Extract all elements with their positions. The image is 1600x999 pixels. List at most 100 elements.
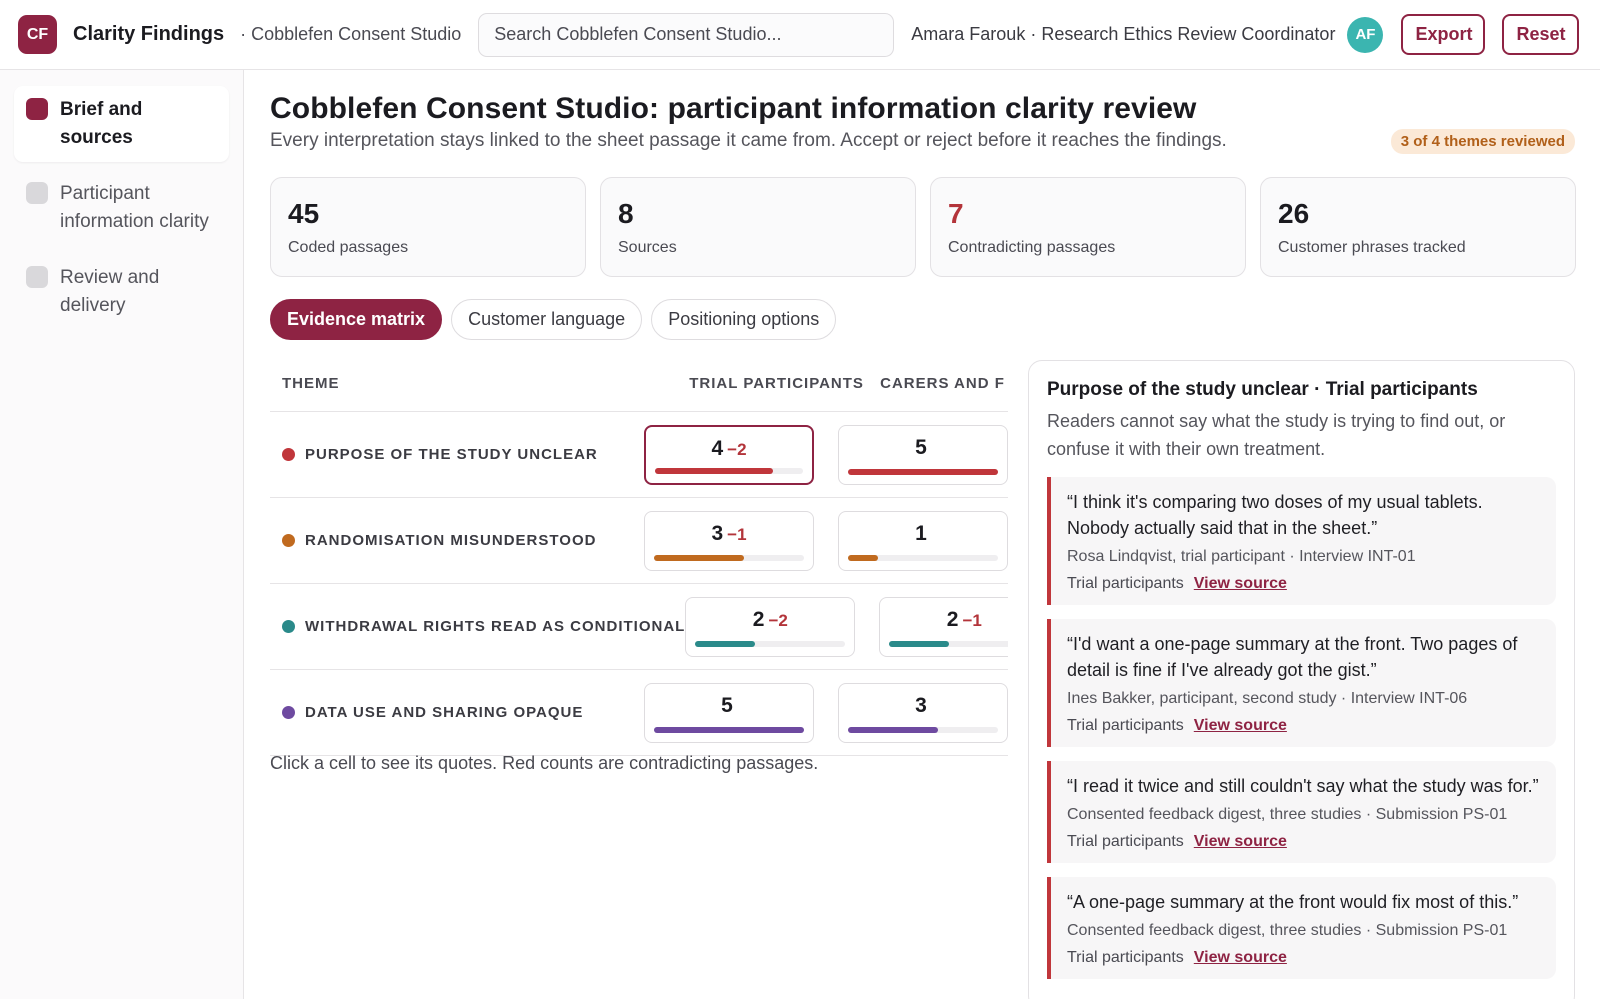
main-content: Cobblefen Consent Studio: participant in… [270, 70, 1576, 999]
top-bar: CF Clarity Findings · Cobblefen Consent … [0, 0, 1600, 70]
quote-source: Consented feedback digest, three studies… [1067, 806, 1508, 823]
matrix-cell[interactable]: 2 −2 [685, 596, 856, 657]
stat-label: Contradicting passages [948, 239, 1116, 256]
sidebar-item-label: Review and delivery [60, 267, 160, 316]
quote-segment: Trial participants [1067, 833, 1184, 850]
count-bar-fill [848, 726, 938, 733]
quote-footer: Trial participants View source [1067, 949, 1540, 967]
sidebar-item-brief-and-sources[interactable]: Brief and sources [14, 86, 229, 162]
quote-text: “I read it twice and still couldn't say … [1067, 776, 1539, 796]
matrix-header: THEME TRIAL PARTICIPANTS CARERS AND F [270, 356, 1008, 412]
count-bar-fill [655, 467, 774, 474]
page-description: Every interpretation stays linked to the… [270, 130, 1227, 151]
count-bar-fill [848, 554, 878, 561]
quote-card: “I'd want a one-page summary at the fron… [1047, 619, 1556, 747]
sidebar-item-label: Brief and sources [60, 99, 143, 148]
matrix-cell[interactable]: 2 −1 [879, 596, 1008, 657]
stat-value: 7 [948, 198, 964, 229]
tab-evidence-matrix[interactable]: Evidence matrix [270, 299, 443, 340]
quote-card: “I think it's comparing two doses of my … [1047, 477, 1556, 605]
contradicting-count: −2 [768, 610, 788, 630]
panel-description: Readers cannot say what the study is try… [1047, 411, 1506, 459]
matrix-cell[interactable]: 3 [838, 682, 1008, 743]
stat-card-coded-passages: 45 Coded passages [270, 177, 586, 277]
count-bar-fill [654, 554, 744, 561]
quote-text: “I think it's comparing two doses of my … [1067, 492, 1483, 538]
view-source-link[interactable]: View source [1193, 717, 1287, 734]
contradicting-count: −1 [727, 524, 747, 544]
cell-count: 2 [752, 607, 765, 631]
matrix-cell[interactable]: 5 [644, 682, 814, 743]
cell-count: 3 [711, 521, 724, 545]
export-button[interactable]: Export [1401, 14, 1486, 55]
tab-customer-language[interactable]: Customer language [451, 299, 643, 340]
column-header-carers: CARERS AND F [880, 375, 1005, 392]
count-bar-track [848, 468, 998, 475]
cell-count: 3 [915, 693, 927, 717]
count-bar-fill [654, 726, 804, 733]
count-bar-track [654, 726, 804, 733]
search-input[interactable] [494, 24, 879, 45]
sidebar-item-label: Participant information clarity [60, 183, 209, 232]
quote-footer: Trial participants View source [1067, 575, 1540, 593]
step-indicator-icon [26, 182, 48, 204]
theme-cell: DATA USE AND SHARING OPAQUE [270, 704, 644, 721]
view-source-link[interactable]: View source [1193, 833, 1287, 850]
matrix-cell[interactable]: 4 −2 [644, 424, 814, 485]
quote-text: “I'd want a one-page summary at the fron… [1067, 634, 1518, 680]
view-source-link[interactable]: View source [1193, 575, 1287, 592]
quote-text: “A one-page summary at the front would f… [1067, 892, 1519, 912]
quote-segment: Trial participants [1067, 575, 1184, 592]
theme-cell: WITHDRAWAL RIGHTS READ AS CONDITIONAL [270, 618, 685, 635]
matrix-cell[interactable]: 1 [838, 510, 1008, 571]
quote-footer: Trial participants View source [1067, 833, 1540, 851]
quote-segment: Trial participants [1067, 949, 1184, 966]
stat-value: 45 [288, 198, 320, 229]
count-bar-track [848, 554, 998, 561]
avatar[interactable]: AF [1347, 16, 1384, 53]
theme-color-dot [282, 620, 295, 633]
contradicting-count: −1 [962, 610, 982, 630]
sidebar-item-participant-information-clarity[interactable]: Participant information clarity [14, 170, 229, 246]
theme-color-dot [282, 448, 295, 461]
cell-count: 2 [946, 607, 959, 631]
column-header-trial-participants: TRIAL PARTICIPANTS [689, 375, 864, 392]
theme-color-dot [282, 534, 295, 547]
view-tabs: Evidence matrix Customer language Positi… [270, 299, 837, 340]
quote-card: “A one-page summary at the front would f… [1047, 877, 1556, 979]
status-badge: 3 of 4 themes reviewed [1390, 129, 1575, 154]
tab-positioning-options[interactable]: Positioning options [651, 299, 837, 340]
stat-label: Coded passages [288, 239, 409, 256]
cell-count: 4 [711, 436, 724, 460]
count-bar-track [695, 640, 846, 647]
panel-title: Purpose of the study unclear · Trial par… [1047, 379, 1478, 400]
theme-cell: PURPOSE OF THE STUDY UNCLEAR [270, 446, 644, 463]
stat-card-contradicting-passages: 7 Contradicting passages [930, 177, 1246, 277]
quote-card: “I read it twice and still couldn't say … [1047, 761, 1556, 863]
table-row: WITHDRAWAL RIGHTS READ AS CONDITIONAL 2−… [270, 584, 1008, 670]
theme-color-dot [282, 706, 295, 719]
cell-count: 5 [721, 693, 733, 717]
theme-label: PURPOSE OF THE STUDY UNCLEAR [305, 446, 598, 463]
matrix-cell[interactable]: 3 −1 [644, 510, 814, 571]
evidence-matrix: THEME TRIAL PARTICIPANTS CARERS AND F PU… [270, 356, 1008, 856]
search-box[interactable] [478, 12, 895, 57]
count-bar-track [654, 554, 804, 561]
stat-card-sources: 8 Sources [600, 177, 916, 277]
table-row: DATA USE AND SHARING OPAQUE 5 3 [270, 670, 1008, 756]
table-row: PURPOSE OF THE STUDY UNCLEAR 4 −2 5 [270, 412, 1008, 498]
matrix-cell[interactable]: 5 [838, 424, 1008, 485]
stats-row: 45 Coded passages 8 Sources 7 Contradict… [270, 177, 1576, 277]
count-bar-fill [848, 468, 998, 475]
count-bar-fill [695, 640, 756, 647]
stat-label: Sources [618, 239, 677, 256]
cell-count: 1 [915, 521, 927, 545]
view-source-link[interactable]: View source [1193, 949, 1287, 966]
theme-label: RANDOMISATION MISUNDERSTOOD [305, 532, 597, 549]
sidebar-item-review-and-delivery[interactable]: Review and delivery [14, 254, 229, 330]
column-header-theme: THEME [282, 375, 340, 392]
cell-count: 5 [915, 435, 927, 459]
reset-button[interactable]: Reset [1502, 14, 1580, 55]
page-title: Cobblefen Consent Studio: participant in… [270, 92, 1197, 125]
user-name: Amara Farouk · Research Ethics Review Co… [911, 24, 1336, 44]
